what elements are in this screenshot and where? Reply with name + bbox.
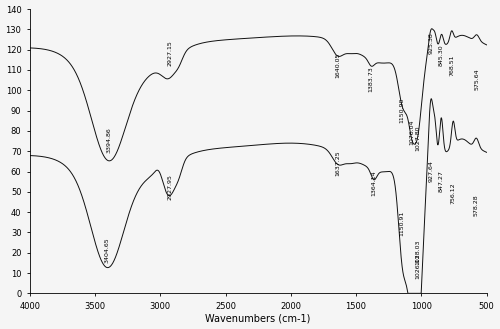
Text: 2927.15: 2927.15 (168, 40, 172, 66)
Text: 3394.86: 3394.86 (106, 127, 111, 153)
Text: 1027.80: 1027.80 (415, 126, 420, 151)
Text: 1028.03: 1028.03 (415, 240, 420, 265)
X-axis label: Wavenumbers (cm-1): Wavenumbers (cm-1) (206, 314, 311, 323)
Text: 1640.05: 1640.05 (336, 53, 340, 78)
Text: 3404.65: 3404.65 (105, 237, 110, 263)
Text: 756.12: 756.12 (450, 182, 456, 204)
Text: 1076.04: 1076.04 (409, 120, 414, 145)
Text: 845.30: 845.30 (439, 44, 444, 66)
Text: 768.51: 768.51 (449, 55, 454, 76)
Text: 1383.73: 1383.73 (368, 66, 374, 92)
Text: 578.28: 578.28 (474, 194, 479, 216)
Text: 847.27: 847.27 (438, 170, 444, 192)
Text: 2927.95: 2927.95 (167, 174, 172, 200)
Text: 1150.90: 1150.90 (399, 97, 404, 123)
Text: 927.64: 927.64 (428, 160, 434, 182)
Text: 925.38: 925.38 (428, 32, 434, 54)
Text: 1150.91: 1150.91 (399, 211, 404, 237)
Text: 1364.14: 1364.14 (372, 170, 376, 196)
Text: 1637.25: 1637.25 (336, 150, 340, 176)
Text: 575.64: 575.64 (474, 69, 479, 90)
Text: 1026.13: 1026.13 (416, 254, 420, 279)
